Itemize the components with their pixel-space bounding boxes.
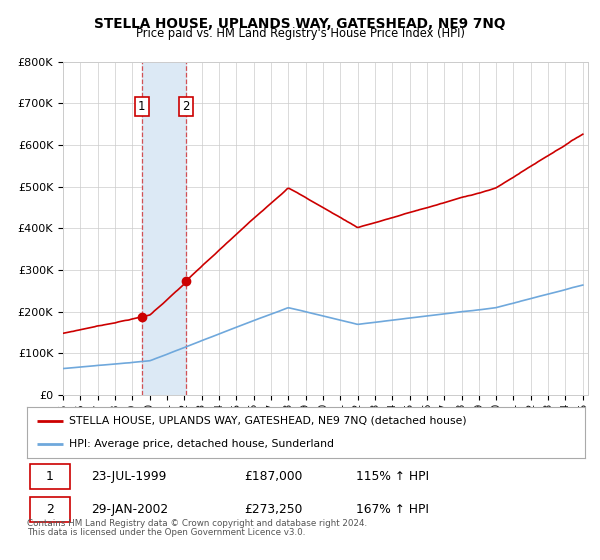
Text: STELLA HOUSE, UPLANDS WAY, GATESHEAD, NE9 7NQ (detached house): STELLA HOUSE, UPLANDS WAY, GATESHEAD, NE… xyxy=(69,416,466,426)
Text: 23-JUL-1999: 23-JUL-1999 xyxy=(91,470,167,483)
Text: This data is licensed under the Open Government Licence v3.0.: This data is licensed under the Open Gov… xyxy=(27,529,305,538)
Text: 1: 1 xyxy=(46,470,54,483)
FancyBboxPatch shape xyxy=(30,497,70,522)
Text: STELLA HOUSE, UPLANDS WAY, GATESHEAD, NE9 7NQ: STELLA HOUSE, UPLANDS WAY, GATESHEAD, NE… xyxy=(94,17,506,31)
Text: 167% ↑ HPI: 167% ↑ HPI xyxy=(356,503,429,516)
Text: 29-JAN-2002: 29-JAN-2002 xyxy=(91,503,168,516)
Bar xyxy=(142,62,185,395)
Text: 115% ↑ HPI: 115% ↑ HPI xyxy=(356,470,430,483)
Text: 1: 1 xyxy=(138,100,146,113)
Text: 2: 2 xyxy=(46,503,54,516)
Text: Price paid vs. HM Land Registry's House Price Index (HPI): Price paid vs. HM Land Registry's House … xyxy=(136,27,464,40)
FancyBboxPatch shape xyxy=(30,464,70,489)
Text: Contains HM Land Registry data © Crown copyright and database right 2024.: Contains HM Land Registry data © Crown c… xyxy=(27,520,367,529)
Text: 2: 2 xyxy=(182,100,190,113)
Text: £187,000: £187,000 xyxy=(245,470,303,483)
Text: HPI: Average price, detached house, Sunderland: HPI: Average price, detached house, Sund… xyxy=(69,439,334,449)
Text: £273,250: £273,250 xyxy=(245,503,303,516)
